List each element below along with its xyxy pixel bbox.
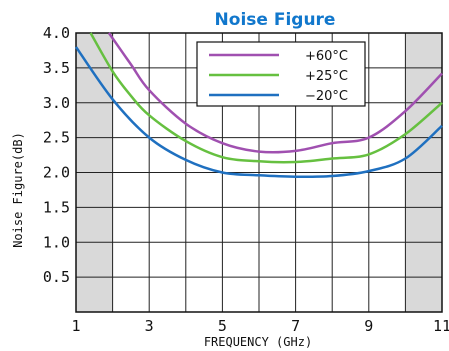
y-tick-label: 0.5	[43, 268, 70, 286]
y-tick-label: 2.0	[43, 164, 70, 182]
plot-frame	[75, 32, 443, 313]
y-tick-label: 3.5	[43, 59, 70, 77]
x-tick-label: 9	[364, 317, 373, 335]
x-tick-label: 1	[71, 317, 80, 335]
x-tick-label: 7	[291, 317, 300, 335]
y-tick-label: 1.5	[43, 198, 70, 216]
x-tick-label: 11	[433, 317, 449, 335]
y-tick-label: 1.0	[43, 233, 70, 251]
series-line-3	[74, 46, 443, 179]
x-tick-label: 3	[145, 317, 154, 335]
y-axis-label: Noise Figure(dB)	[11, 132, 25, 248]
x-tick-label: 5	[218, 317, 227, 335]
y-tick-label: 3.0	[43, 94, 70, 112]
legend-label-3: −20°C	[305, 89, 348, 104]
y-tick-label: 4.0	[43, 24, 70, 42]
legend-label-1: +60°C	[305, 49, 348, 64]
legend-label-2: +25°C	[305, 69, 348, 84]
x-axis-label: FREQUENCY (GHz)	[204, 335, 312, 349]
series-line-1	[107, 32, 443, 154]
chart-title: Noise Figure	[215, 10, 336, 30]
y-tick-label: 2.5	[43, 129, 70, 147]
series-line-2	[89, 32, 443, 164]
